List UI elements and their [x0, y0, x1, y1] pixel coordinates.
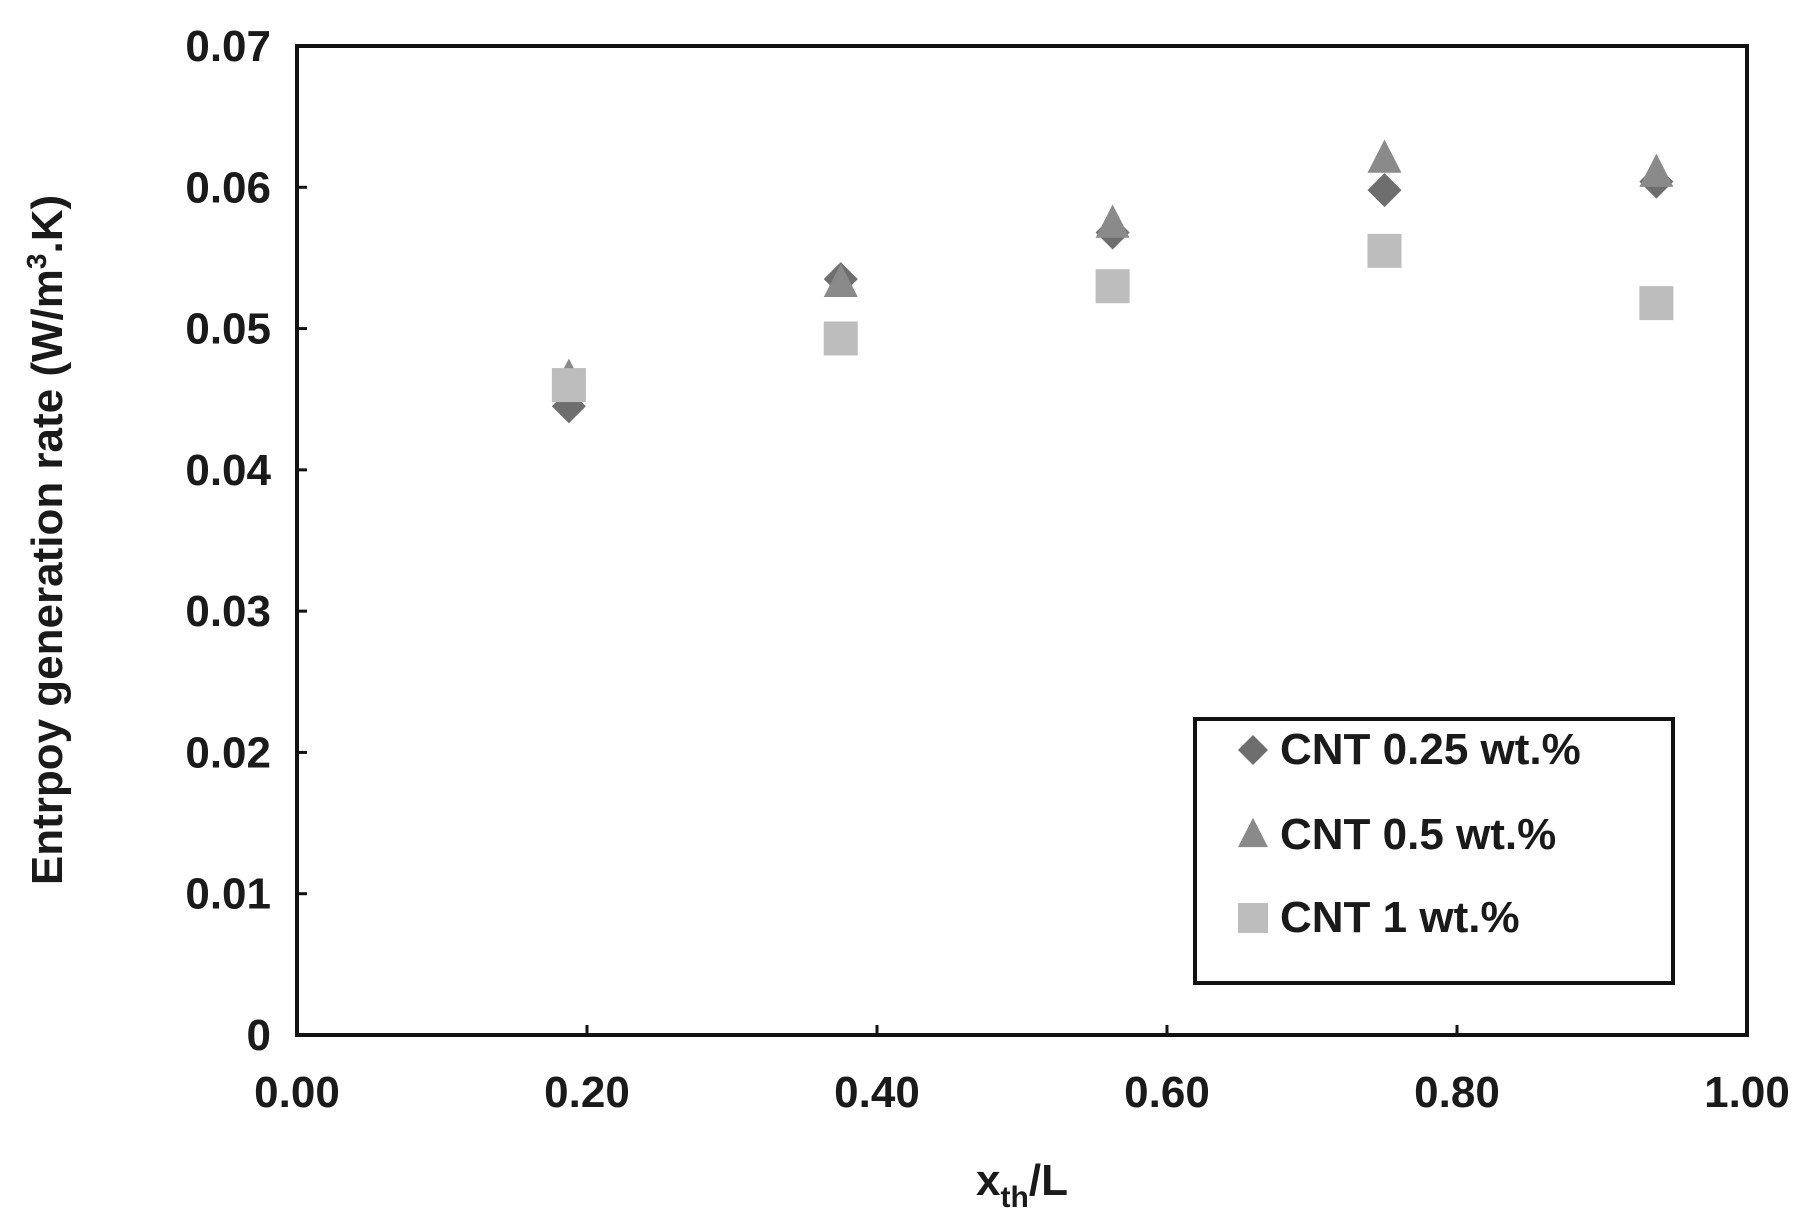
y-tick-label: 0.04	[185, 446, 271, 495]
legend: CNT 0.25 wt.% CNT 0.5 wt.% CNT 1 wt.%	[1193, 717, 1675, 985]
x-tick-label: 0.20	[544, 1068, 630, 1117]
data-point-square	[551, 368, 586, 403]
legend-marker-triangle	[1238, 817, 1268, 848]
x-tick-label: 0.80	[1414, 1068, 1500, 1117]
legend-label: CNT 0.25 wt.%	[1280, 725, 1581, 774]
x-axis-ticks: 0.00 0.20 0.40 0.60 0.80 1.00	[254, 1025, 1790, 1117]
y-axis-title: Entrpoy generation rate (W/m3.K)	[21, 195, 72, 885]
data-point-triangle	[1639, 153, 1674, 187]
data-point-triangle	[823, 263, 858, 298]
data-point-square	[823, 321, 858, 356]
y-tick-label: 0.01	[185, 870, 271, 919]
x-tick-label: 1.00	[1704, 1068, 1790, 1117]
y-axis-ticks: 0 0.01 0.02 0.03 0.04 0.05 0.06 0.07	[185, 22, 307, 1060]
data-point-square	[1095, 269, 1130, 304]
y-tick-label: 0.05	[185, 305, 271, 354]
data-markers	[551, 139, 1674, 424]
x-tick-label: 0.60	[1124, 1068, 1210, 1117]
y-axis-title-superscript: 3	[21, 254, 52, 270]
y-axis-title-rest: .K)	[23, 195, 72, 254]
y-tick-label: 0.06	[185, 163, 271, 212]
data-point-triangle	[1095, 204, 1130, 238]
x-tick-label: 0.00	[254, 1068, 340, 1117]
legend-marker-square	[1238, 903, 1268, 933]
data-point-square	[1367, 233, 1402, 268]
y-axis-title-main: Entrpoy generation rate (W/m	[23, 269, 72, 885]
data-point-diamond	[1367, 173, 1402, 208]
y-tick-label: 0.03	[185, 587, 271, 636]
legend-label: CNT 0.5 wt.%	[1280, 810, 1556, 859]
x-axis-title: xth/L	[976, 1156, 1068, 1214]
x-axis-title-rest: /L	[1029, 1156, 1068, 1205]
x-tick-label: 0.40	[834, 1068, 920, 1117]
data-point-square	[1639, 286, 1674, 321]
x-axis-title-main: x	[976, 1156, 1001, 1205]
legend-marker-diamond	[1238, 735, 1268, 765]
legend-label: CNT 1 wt.%	[1280, 893, 1520, 942]
data-point-triangle	[1367, 139, 1402, 173]
legend-box	[1193, 717, 1675, 985]
y-tick-label: 0.02	[185, 728, 271, 777]
x-axis-title-subscript: th	[1001, 1181, 1029, 1214]
y-tick-label: 0.07	[185, 22, 271, 71]
y-tick-label: 0	[247, 1011, 271, 1060]
